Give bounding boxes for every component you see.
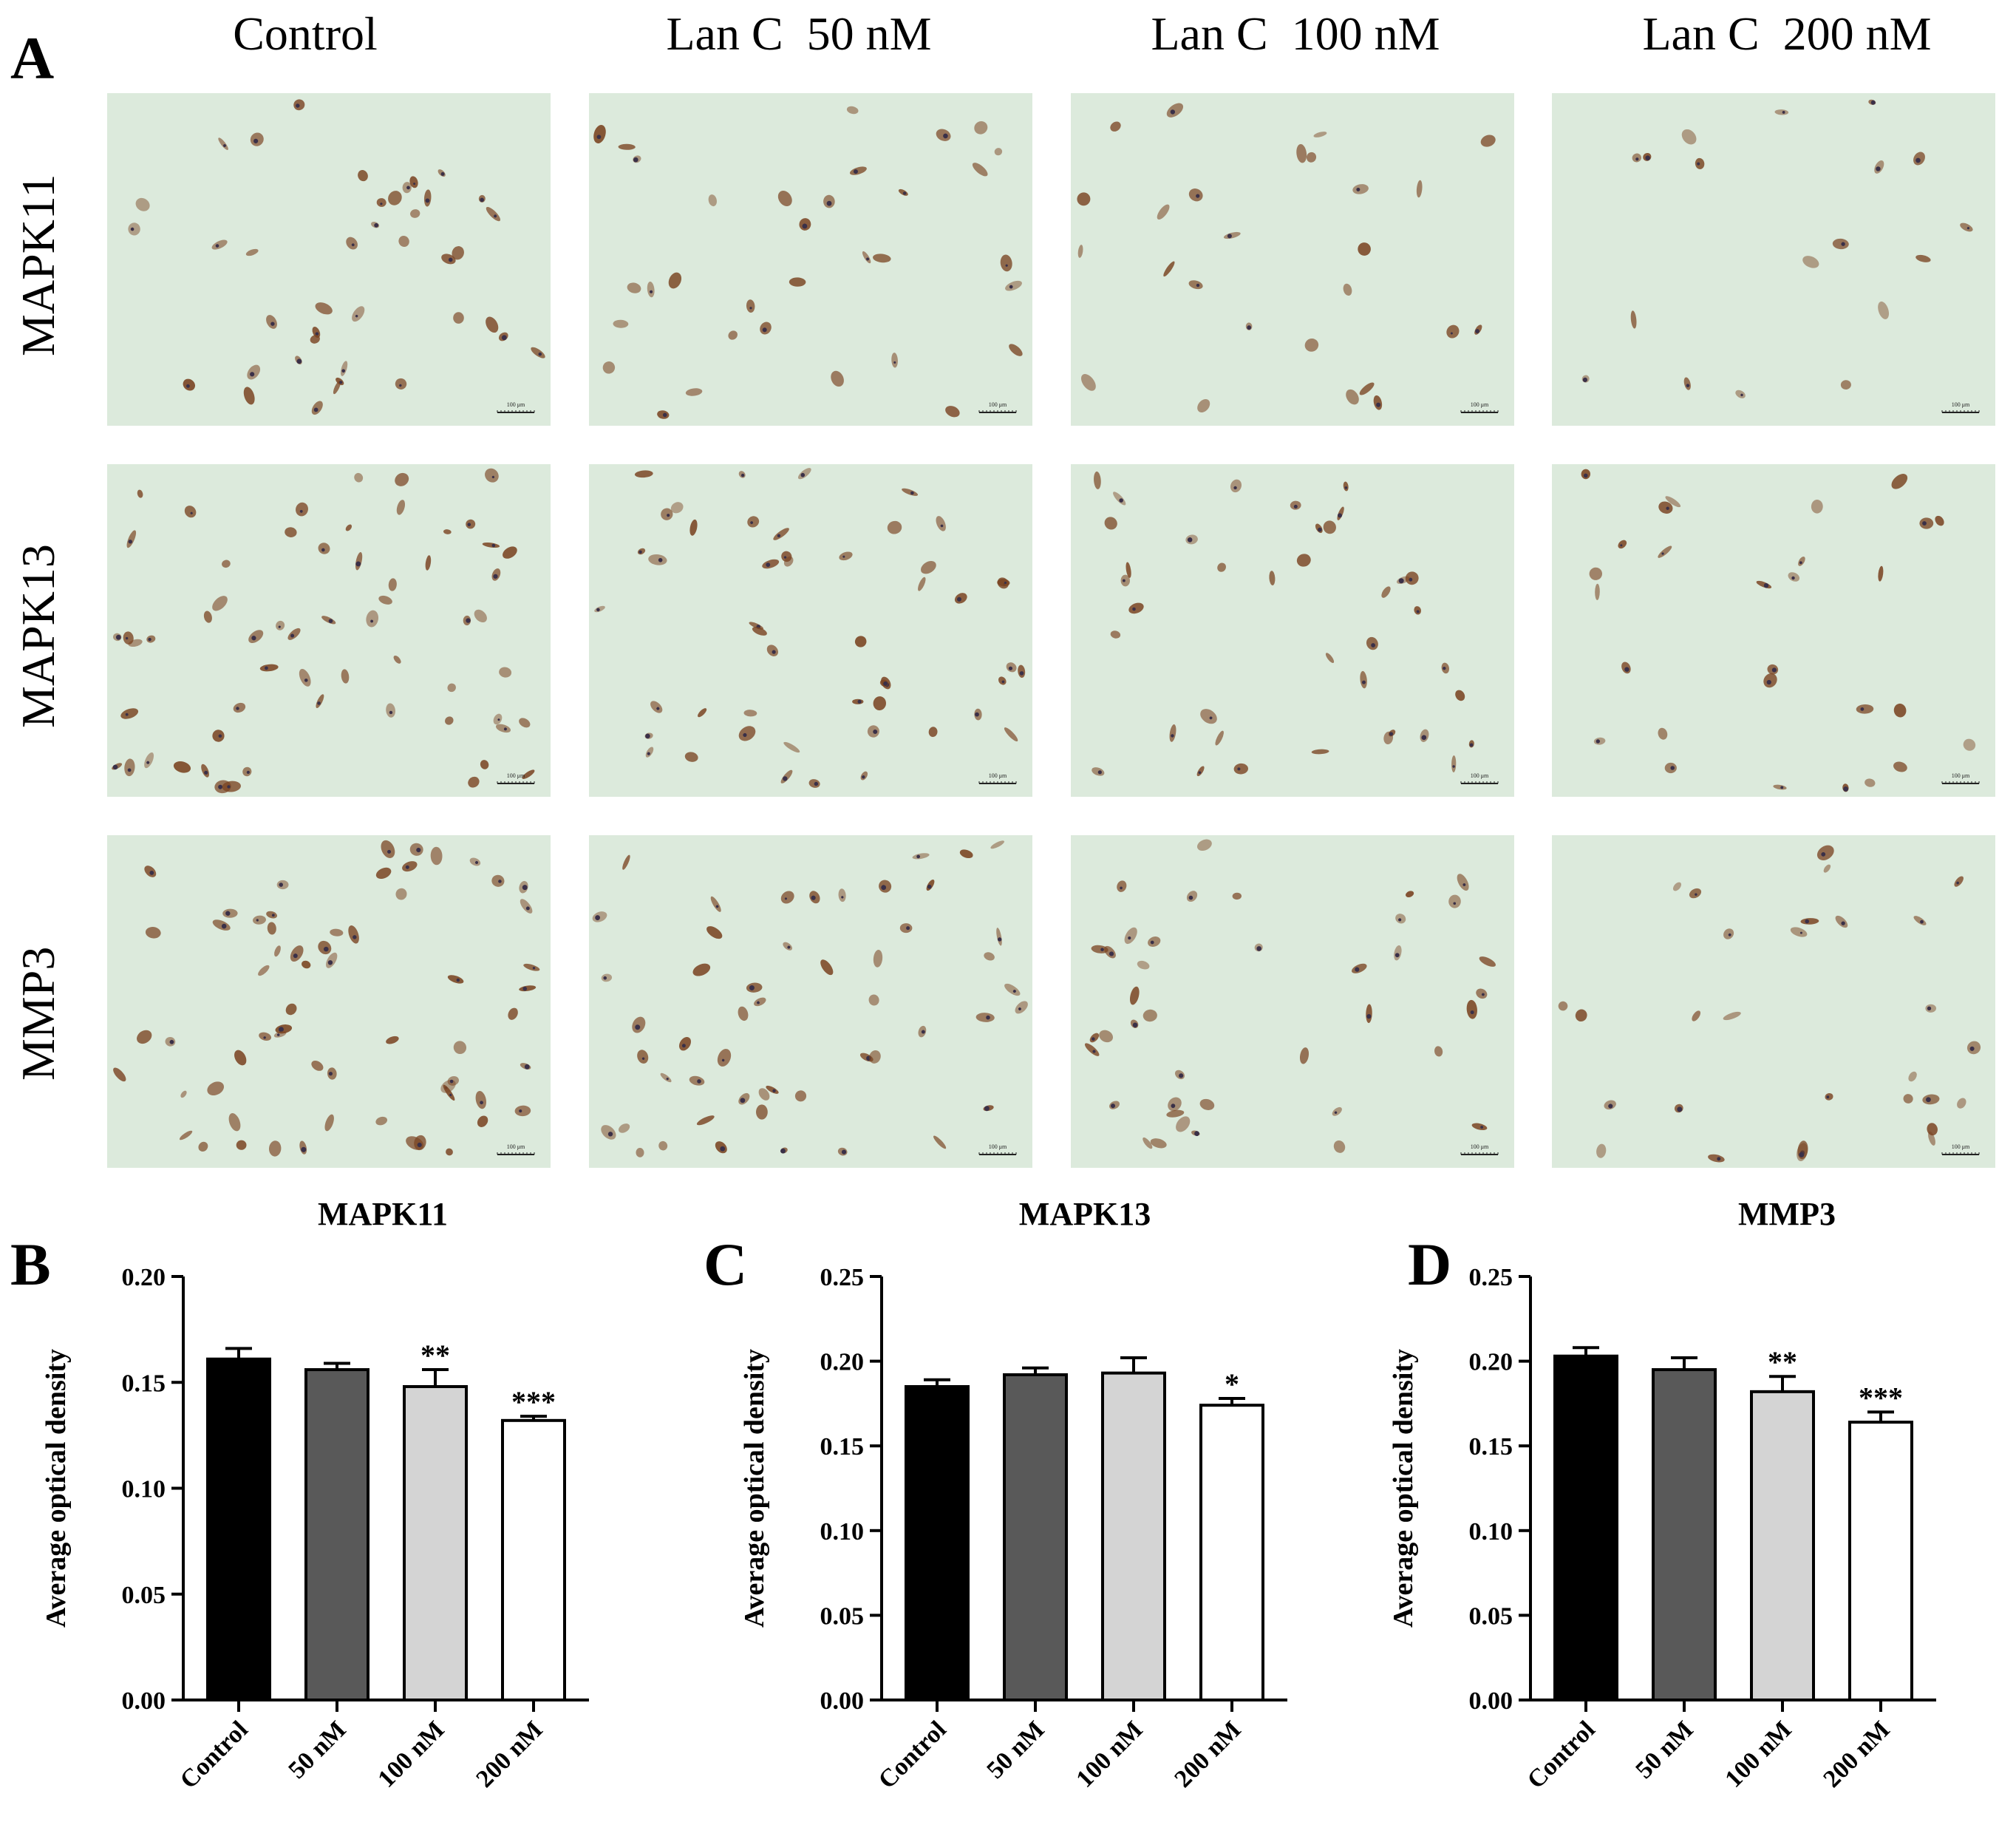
bar-100-nm xyxy=(403,1384,468,1701)
micrograph-mapk13-2: 100 μm xyxy=(589,464,1032,797)
chart-title: MAPK11 xyxy=(318,1196,448,1232)
y-tick-label: 0.15 xyxy=(820,1433,865,1461)
column-header-100nm: Lan C 100 nM xyxy=(1151,7,1440,60)
bar-control xyxy=(905,1384,970,1701)
scale-bar-label: 100 μm xyxy=(989,772,1007,779)
bar-100-nm xyxy=(1101,1371,1166,1702)
micrograph-mmp3-1: 100 μm xyxy=(107,835,551,1168)
y-tick-label: 0.25 xyxy=(1469,1264,1513,1291)
panel-letter-c: C xyxy=(704,1231,747,1298)
micrograph-mmp3-4: 100 μm xyxy=(1552,835,1995,1168)
bar-control xyxy=(206,1357,271,1701)
micrograph-mapk11-1: 100 μm xyxy=(107,93,551,426)
scale-bar-label: 100 μm xyxy=(989,1143,1007,1150)
bar-control xyxy=(1553,1354,1618,1701)
x-tick-label: 100 nM xyxy=(372,1716,449,1792)
bar-100-nm xyxy=(1750,1390,1815,1701)
scale-bar-label: 100 μm xyxy=(507,772,525,779)
scale-bar-label: 100 μm xyxy=(1471,1143,1489,1150)
chart-b: B MAPK11 Average optical density 0.00 0.05 0.… xyxy=(10,1196,589,1794)
chart-c: C MAPK13 Average optical density 0.00 0.05 0.… xyxy=(704,1196,1287,1794)
significance-label: ** xyxy=(420,1339,450,1372)
y-tick-label: 0.15 xyxy=(122,1370,166,1397)
x-tick-label: Control xyxy=(175,1716,253,1794)
y-axis-label: Average optical density xyxy=(41,1349,72,1628)
x-tick-label: 50 nM xyxy=(283,1716,351,1784)
panel-letter-d: D xyxy=(1408,1231,1451,1298)
micrograph-mapk13-1: 100 μm xyxy=(107,464,551,797)
scale-bar-label: 100 μm xyxy=(507,401,525,408)
scale-bar-label: 100 μm xyxy=(507,1143,525,1150)
y-tick-label: 0.10 xyxy=(820,1518,865,1546)
y-tick-label: 0.00 xyxy=(122,1687,166,1715)
y-tick-label: 0.05 xyxy=(820,1602,865,1630)
micrograph-mapk13-3: 100 μm xyxy=(1071,464,1514,797)
x-tick-label: 200 nM xyxy=(471,1716,548,1792)
y-tick-label: 0.20 xyxy=(122,1264,166,1291)
x-tick-label: Control xyxy=(874,1716,952,1794)
scale-bar-label: 100 μm xyxy=(989,401,1007,408)
panel-letter-b: B xyxy=(10,1231,51,1298)
micrograph-mapk11-2: 100 μm xyxy=(589,93,1032,426)
x-tick-label: 100 nM xyxy=(1720,1716,1797,1792)
x-tick-label: 200 nM xyxy=(1818,1716,1895,1792)
x-tick-label: Control xyxy=(1522,1716,1601,1794)
scale-bar-label: 100 μm xyxy=(1952,772,1970,779)
chart-title: MMP3 xyxy=(1738,1196,1836,1232)
x-tick-label: 100 nM xyxy=(1071,1716,1148,1792)
significance-label: * xyxy=(1225,1367,1239,1401)
y-tick-label: 0.25 xyxy=(820,1264,865,1291)
chart-d: D MMP3 Average optical density 0.00 0.05 0.10… xyxy=(1388,1196,1936,1794)
bar-200-nm xyxy=(1848,1421,1913,1702)
scale-bar-label: 100 μm xyxy=(1471,401,1489,408)
micrograph-mmp3-2: 100 μm xyxy=(589,835,1032,1168)
bar-50-nm xyxy=(304,1368,370,1702)
significance-label: ** xyxy=(1768,1345,1797,1378)
x-tick-label: 200 nM xyxy=(1169,1716,1246,1792)
y-axis-label: Average optical density xyxy=(1388,1349,1419,1628)
y-tick-label: 0.05 xyxy=(1469,1602,1513,1630)
significance-label: *** xyxy=(1859,1381,1903,1414)
scale-bar-label: 100 μm xyxy=(1952,401,1970,408)
y-tick-label: 0.00 xyxy=(820,1687,865,1715)
y-tick-label: 0.05 xyxy=(122,1582,166,1609)
micrograph-mmp3-3: 100 μm xyxy=(1071,835,1514,1168)
significance-label: *** xyxy=(511,1385,556,1418)
bar-200-nm xyxy=(501,1418,566,1701)
bar-50-nm xyxy=(1003,1373,1068,1702)
y-tick-label: 0.20 xyxy=(820,1349,865,1376)
column-header-200nm: Lan C 200 nM xyxy=(1642,7,1932,60)
column-header-control: Control xyxy=(233,7,378,60)
micrograph-mapk11-3: 100 μm xyxy=(1071,93,1514,426)
y-tick-label: 0.10 xyxy=(122,1476,166,1503)
scale-bar-label: 100 μm xyxy=(1952,1143,1970,1150)
micrograph-mapk11-4: 100 μm xyxy=(1552,93,1995,426)
bar-50-nm xyxy=(1652,1368,1717,1702)
y-tick-label: 0.10 xyxy=(1469,1518,1513,1546)
bar-200-nm xyxy=(1199,1404,1264,1702)
x-tick-label: 50 nM xyxy=(981,1716,1049,1784)
scale-bar-label: 100 μm xyxy=(1471,772,1489,779)
x-tick-label: 50 nM xyxy=(1630,1716,1698,1784)
y-tick-label: 0.00 xyxy=(1469,1687,1513,1715)
y-axis-label: Average optical density xyxy=(739,1349,770,1628)
chart-title: MAPK13 xyxy=(1019,1196,1151,1232)
y-tick-label: 0.20 xyxy=(1469,1349,1513,1376)
micrograph-mapk13-4: 100 μm xyxy=(1552,464,1995,797)
panel-letter-a: A xyxy=(10,24,55,92)
column-header-50nm: Lan C 50 nM xyxy=(666,7,932,60)
y-tick-label: 0.15 xyxy=(1469,1433,1513,1461)
